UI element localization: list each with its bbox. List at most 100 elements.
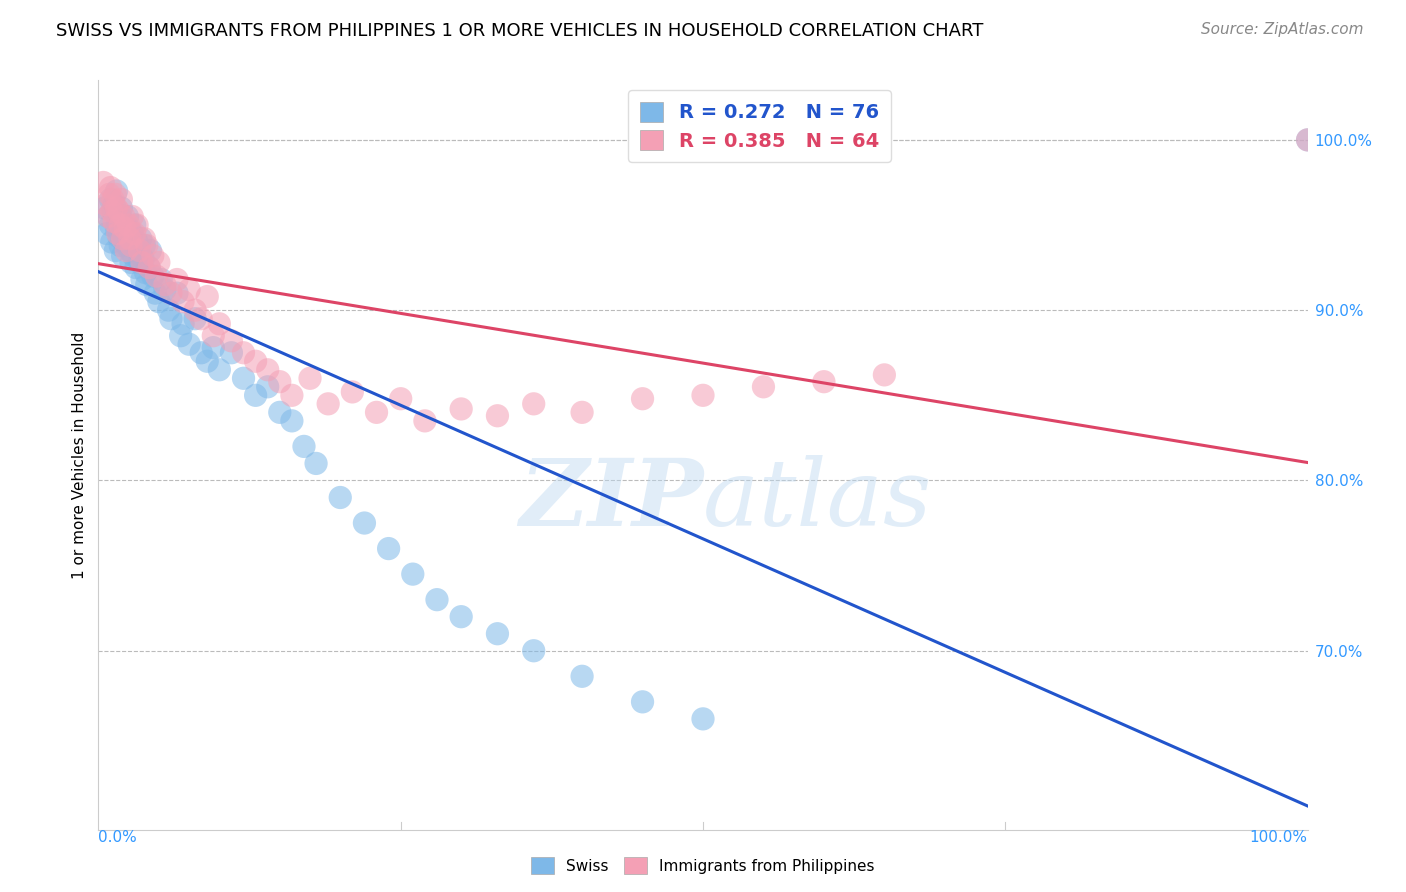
Point bbox=[195, 354, 218, 368]
Point bbox=[232, 345, 254, 359]
Point bbox=[93, 201, 115, 215]
Point bbox=[450, 609, 472, 624]
Point bbox=[172, 294, 194, 309]
Point bbox=[329, 491, 352, 505]
Point bbox=[142, 249, 165, 263]
Point bbox=[120, 238, 142, 252]
Point bbox=[135, 277, 157, 292]
Point bbox=[129, 232, 152, 246]
Point bbox=[112, 218, 135, 232]
Point bbox=[108, 204, 131, 219]
Point bbox=[305, 457, 328, 471]
Point bbox=[107, 227, 129, 241]
Point bbox=[97, 210, 120, 224]
Point bbox=[114, 232, 136, 246]
Point bbox=[169, 328, 191, 343]
Point bbox=[486, 626, 509, 640]
Point bbox=[256, 363, 278, 377]
Point bbox=[105, 184, 128, 198]
Point bbox=[221, 345, 243, 359]
Point bbox=[179, 283, 201, 297]
Point bbox=[108, 218, 131, 232]
Point bbox=[135, 266, 157, 280]
Point bbox=[131, 255, 153, 269]
Point bbox=[342, 384, 364, 399]
Point bbox=[145, 269, 167, 284]
Point bbox=[221, 334, 243, 348]
Point bbox=[118, 244, 141, 258]
Point bbox=[281, 414, 304, 428]
Point bbox=[631, 392, 654, 406]
Point bbox=[245, 388, 267, 402]
Point bbox=[108, 210, 131, 224]
Point bbox=[117, 210, 139, 224]
Point bbox=[160, 286, 183, 301]
Text: ZIP: ZIP bbox=[519, 455, 703, 545]
Point bbox=[692, 712, 714, 726]
Point bbox=[150, 272, 173, 286]
Point bbox=[377, 541, 399, 556]
Point bbox=[353, 516, 375, 530]
Point bbox=[692, 388, 714, 402]
Point bbox=[128, 244, 150, 258]
Point bbox=[389, 392, 412, 406]
Point bbox=[245, 354, 267, 368]
Point bbox=[292, 439, 315, 453]
Point bbox=[366, 405, 388, 419]
Point bbox=[121, 227, 143, 241]
Point bbox=[96, 227, 118, 241]
Point bbox=[118, 221, 141, 235]
Point bbox=[97, 210, 120, 224]
Point bbox=[486, 409, 509, 423]
Point bbox=[195, 289, 218, 303]
Point bbox=[100, 204, 122, 219]
Point bbox=[1296, 133, 1319, 147]
Text: atlas: atlas bbox=[703, 455, 932, 545]
Point bbox=[571, 405, 593, 419]
Point bbox=[523, 644, 546, 658]
Point bbox=[450, 401, 472, 416]
Point bbox=[104, 187, 127, 202]
Point bbox=[138, 260, 160, 275]
Point bbox=[873, 368, 896, 382]
Point bbox=[752, 380, 775, 394]
Point bbox=[103, 214, 125, 228]
Point bbox=[115, 244, 138, 258]
Point bbox=[166, 272, 188, 286]
Point bbox=[1296, 133, 1319, 147]
Point bbox=[142, 269, 165, 284]
Point bbox=[208, 317, 231, 331]
Point bbox=[122, 249, 145, 263]
Point bbox=[523, 397, 546, 411]
Point bbox=[281, 388, 304, 402]
Point bbox=[571, 669, 593, 683]
Point bbox=[114, 221, 136, 235]
Point bbox=[179, 337, 201, 351]
Point bbox=[108, 230, 131, 244]
Point bbox=[157, 303, 180, 318]
Point bbox=[111, 227, 134, 241]
Point bbox=[124, 227, 146, 241]
Point bbox=[112, 210, 135, 224]
Y-axis label: 1 or more Vehicles in Household: 1 or more Vehicles in Household bbox=[72, 331, 87, 579]
Point bbox=[120, 255, 142, 269]
Point bbox=[110, 201, 132, 215]
Point bbox=[402, 567, 425, 582]
Point bbox=[232, 371, 254, 385]
Point bbox=[153, 283, 176, 297]
Point bbox=[202, 341, 225, 355]
Point bbox=[202, 328, 225, 343]
Point bbox=[111, 232, 134, 246]
Point bbox=[131, 272, 153, 286]
Point bbox=[107, 214, 129, 228]
Point bbox=[115, 238, 138, 252]
Point bbox=[105, 221, 128, 235]
Point bbox=[101, 193, 124, 207]
Point bbox=[269, 375, 291, 389]
Point bbox=[100, 218, 122, 232]
Point bbox=[100, 180, 122, 194]
Point bbox=[134, 238, 156, 252]
Point bbox=[98, 187, 121, 202]
Point bbox=[190, 311, 212, 326]
Point bbox=[118, 218, 141, 232]
